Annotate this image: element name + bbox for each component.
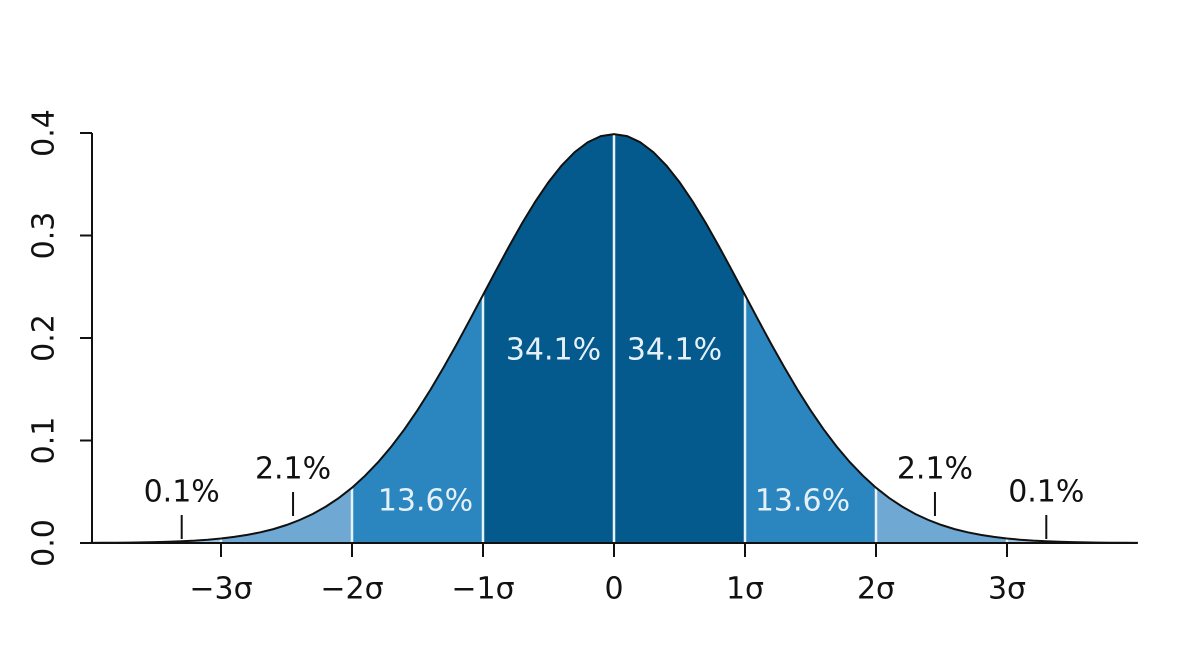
y-tick-label: 0.2 bbox=[27, 314, 62, 362]
x-tick-label: −3σ bbox=[189, 572, 252, 607]
y-tick-label: 0.3 bbox=[27, 212, 62, 260]
x-tick-label: −1σ bbox=[451, 572, 514, 607]
curve bbox=[89, 133, 1139, 544]
region-label: 0.1% bbox=[144, 475, 220, 510]
region-label: 34.1% bbox=[506, 333, 601, 368]
region-label: 34.1% bbox=[627, 333, 722, 368]
y-tick-label: 0.4 bbox=[27, 109, 62, 157]
y-tick-label: 0.1 bbox=[27, 417, 62, 465]
region-label: 2.1% bbox=[255, 452, 331, 487]
x-tick-label: 3σ bbox=[988, 572, 1026, 607]
x-tick-label: 0 bbox=[604, 572, 623, 607]
region-label: 13.6% bbox=[378, 484, 473, 519]
region-label: 2.1% bbox=[897, 452, 973, 487]
region bbox=[875, 487, 1008, 544]
x-tick-label: 1σ bbox=[726, 572, 764, 607]
y-tick-label: 0.0 bbox=[27, 519, 62, 567]
x-tick-label: −2σ bbox=[320, 572, 383, 607]
x-tick-label: 2σ bbox=[857, 572, 895, 607]
region-label: 0.1% bbox=[1008, 475, 1084, 510]
region bbox=[220, 487, 353, 544]
region-label: 13.6% bbox=[755, 484, 850, 519]
